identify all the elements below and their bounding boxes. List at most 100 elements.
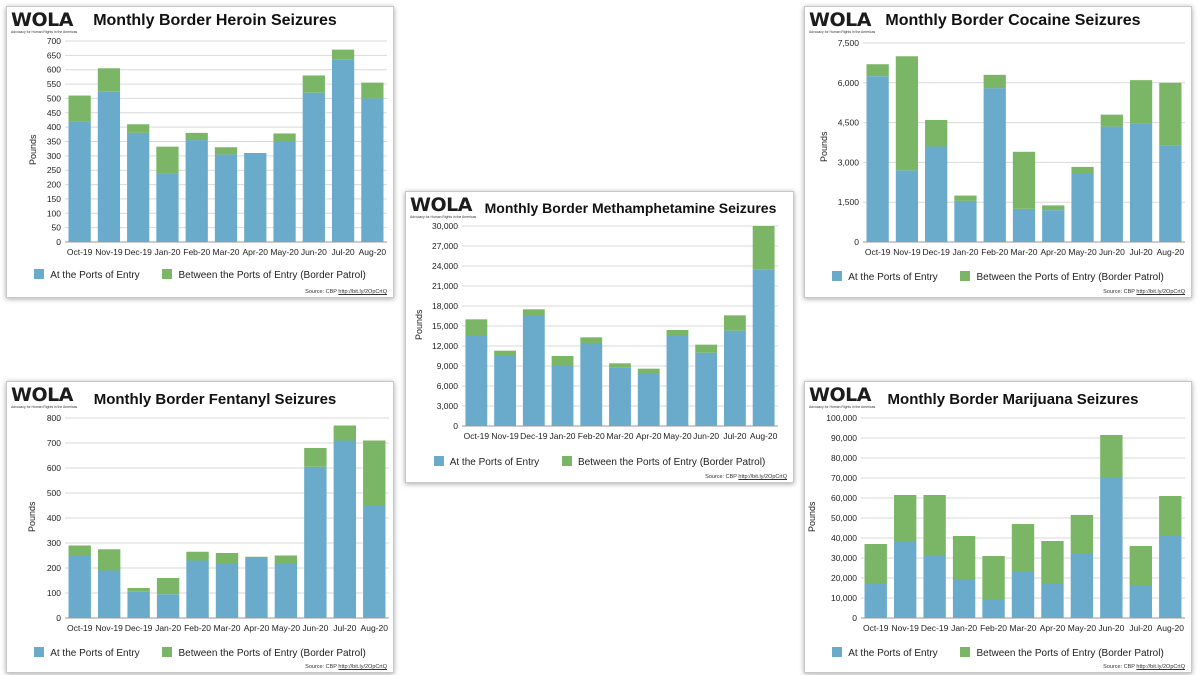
bar-ports xyxy=(361,98,384,242)
bar-between xyxy=(695,344,718,353)
y-tick-label: 300 xyxy=(47,538,61,548)
bar-between xyxy=(156,578,180,595)
bar-between xyxy=(893,495,917,542)
bar-ports xyxy=(304,466,327,618)
bar-between xyxy=(752,226,775,270)
bar-between xyxy=(952,536,976,580)
bar-between xyxy=(982,556,1005,600)
bar-between xyxy=(1100,114,1123,127)
legend-label-ports: At the Ports of Entry xyxy=(449,457,540,468)
bar-between xyxy=(983,74,1006,89)
y-tick-label: 24,000 xyxy=(432,261,458,271)
bar-between xyxy=(97,68,121,92)
bar-ports xyxy=(952,580,976,618)
x-tick-label: May-20 xyxy=(270,247,299,257)
x-tick-label: Feb-20 xyxy=(184,623,211,633)
legend-item-ports: At the Ports of Entry xyxy=(433,456,540,468)
logo-wordmark: WOLA xyxy=(809,384,871,406)
bar-ports xyxy=(1159,145,1182,242)
x-tick-label: Dec-19 xyxy=(921,623,949,633)
logo-tagline: Advocacy for Human Rights in the America… xyxy=(809,405,876,409)
heroin-plot: 0 50 100 150 200 250 300 350 400 450 500 550 600 650 7… xyxy=(47,36,387,257)
source-link[interactable]: http://bit.ly/2OpCrtQ xyxy=(338,289,387,295)
bar-between xyxy=(245,556,268,558)
y-tick-label: 700 xyxy=(47,36,61,46)
x-tick-label: Jan-20 xyxy=(155,623,181,633)
bar-between xyxy=(214,147,238,155)
source-link[interactable]: http://bit.ly/2OpCrtQ xyxy=(338,664,387,670)
legend-item-between: Between the Ports of Entry (Border Patro… xyxy=(162,647,366,659)
legend-swatch-between xyxy=(162,647,173,657)
y-tick-label: 600 xyxy=(47,463,61,473)
y-tick-label: 200 xyxy=(47,180,61,190)
x-tick-label: Jun-20 xyxy=(301,247,327,257)
logo-wordmark: WOLA xyxy=(11,384,73,406)
y-tick-label: 30,000 xyxy=(432,221,458,231)
y-tick-label: 100 xyxy=(47,208,61,218)
x-tick-label: Apr-20 xyxy=(1041,247,1067,257)
bar-ports xyxy=(637,374,660,426)
wola-logo: WOLA Advocacy for Human Rights in the Am… xyxy=(11,9,77,34)
bar-ports xyxy=(1159,536,1182,618)
legend-label-ports: At the Ports of Entry xyxy=(50,270,140,281)
y-tick-label: 6,000 xyxy=(838,78,860,88)
bar-ports xyxy=(1070,554,1094,618)
legend-label-between: Between the Ports of Entry (Border Patro… xyxy=(178,270,366,281)
legend-item-between: Between the Ports of Entry (Border Patro… xyxy=(561,456,765,468)
chart-title: Monthly Border Methamphetamine Seizures xyxy=(484,200,777,216)
bar-ports xyxy=(97,570,121,618)
legend-swatch-between xyxy=(162,269,173,279)
y-tick-label: 80,000 xyxy=(831,453,857,463)
bar-ports xyxy=(273,141,296,242)
bar-between xyxy=(68,95,91,122)
x-tick-label: Apr-20 xyxy=(636,431,662,441)
x-tick-label: Nov-19 xyxy=(891,623,919,633)
y-tick-label: 700 xyxy=(47,438,61,448)
bar-between xyxy=(361,82,384,99)
legend-swatch-between xyxy=(561,456,572,466)
bar-ports xyxy=(1100,478,1123,618)
logo-wordmark: WOLA xyxy=(11,9,73,31)
source-link[interactable]: http://bit.ly/2OpCrtQ xyxy=(1136,664,1185,670)
legend-swatch-ports xyxy=(832,647,843,657)
marijuana-chart-panel: WOLA Advocacy for Human Rights in the Am… xyxy=(804,381,1192,673)
source-note: Source: CBP http://bit.ly/2OpCrtQ xyxy=(305,289,387,295)
y-tick-label: 0 xyxy=(854,237,859,247)
y-tick-label: 20,000 xyxy=(831,573,857,583)
bar-between xyxy=(127,588,150,592)
y-tick-label: 4,500 xyxy=(838,118,860,128)
legend-label-ports: At the Ports of Entry xyxy=(848,648,938,659)
y-tick-label: 100,000 xyxy=(826,413,857,423)
source-link[interactable]: http://bit.ly/2OpCrtQ xyxy=(738,474,787,480)
bar-ports xyxy=(331,59,355,242)
source-link[interactable]: http://bit.ly/2OpCrtQ xyxy=(1136,289,1185,295)
y-tick-label: 21,000 xyxy=(432,281,458,291)
x-tick-label: Oct-19 xyxy=(67,247,93,257)
bar-between xyxy=(333,425,357,441)
x-tick-label: May-20 xyxy=(272,623,301,633)
y-tick-label: 6,000 xyxy=(437,381,459,391)
bar-ports xyxy=(864,584,887,618)
y-tick-label: 90,000 xyxy=(831,433,857,443)
bar-between xyxy=(1071,166,1094,174)
y-tick-label: 100 xyxy=(47,588,61,598)
bar-ports xyxy=(893,542,917,618)
legend-swatch-ports xyxy=(832,271,843,281)
y-tick-label: 0 xyxy=(453,421,458,431)
bar-ports xyxy=(983,88,1006,243)
bar-ports xyxy=(494,356,517,426)
legend-swatch-between xyxy=(960,271,971,281)
legend-label-between: Between the Ports of Entry (Border Patro… xyxy=(976,272,1164,283)
heroin-chart-panel: WOLA Advocacy for Human Rights in the Am… xyxy=(6,6,394,298)
x-tick-label: Jul-20 xyxy=(332,247,355,257)
source-prefix: Source: CBP xyxy=(305,664,337,670)
legend-item-between: Between the Ports of Entry (Border Patro… xyxy=(162,269,366,281)
bar-ports xyxy=(302,92,325,242)
legend-swatch-ports xyxy=(34,647,45,657)
bar-ports xyxy=(1042,210,1065,242)
x-tick-label: Jan-20 xyxy=(952,247,978,257)
y-tick-label: 50,000 xyxy=(831,513,857,523)
legend-swatch-ports xyxy=(433,456,444,466)
bar-between xyxy=(609,363,631,368)
bar-between xyxy=(68,545,91,556)
